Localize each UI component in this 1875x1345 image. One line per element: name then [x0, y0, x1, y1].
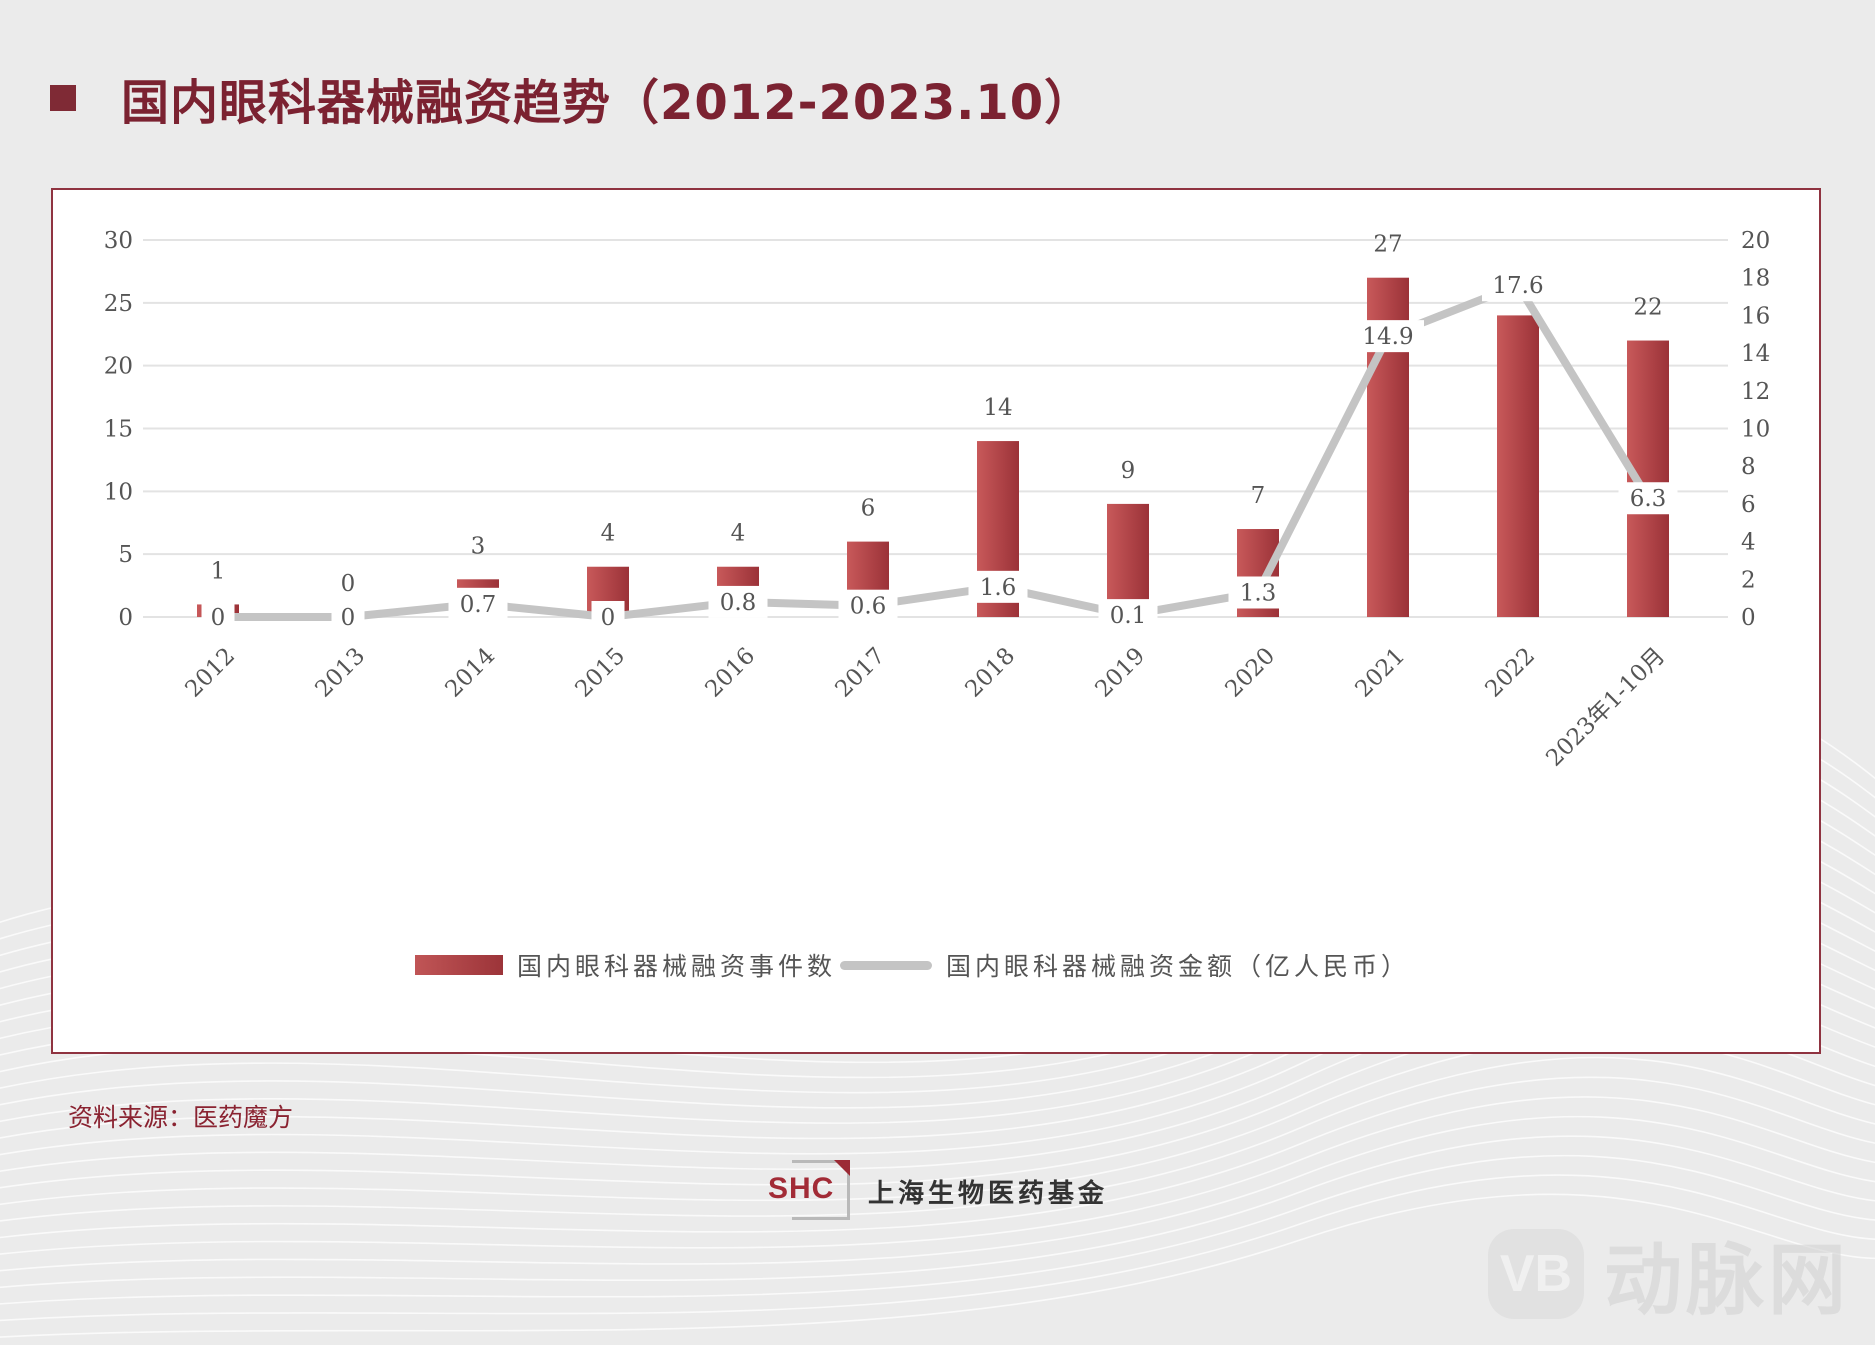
chart-legend: 国内眼科器械融资事件数 国内眼科器械融资金额（亿人民币） [415, 947, 1410, 983]
source-note: 资料来源：医药魔方 [68, 1103, 294, 1132]
chart-card: 0 5 10 15 20 25 30 0 2 4 6 8 10 12 14 16 18 20 1 0 3 4 4 6 14 9 7 2… [51, 188, 1821, 1054]
line-value-label: 6.3 [1630, 486, 1667, 512]
x-tick-label: 2020 [1220, 643, 1280, 703]
y-right-tick-label: 20 [1741, 228, 1770, 254]
bar-value-label: 4 [601, 521, 616, 547]
line-label-box [1098, 599, 1158, 632]
y-right-tick-label: 0 [1741, 605, 1756, 631]
y-left-tick-label: 15 [104, 417, 133, 443]
bar-value-label: 3 [471, 533, 486, 559]
line-label-box [201, 601, 235, 633]
x-tick-label: 2016 [700, 643, 760, 703]
bar-value-label: 4 [731, 521, 746, 547]
line-label-box [1618, 482, 1678, 515]
y-right-tick-label: 10 [1741, 417, 1770, 443]
line-label-box [968, 570, 1028, 603]
legend-line-label: 国内眼科器械融资金额（亿人民币） [946, 952, 1411, 981]
line-label-box [838, 589, 898, 622]
legend-line-swatch [840, 960, 933, 970]
x-tick-label: 2017 [830, 643, 890, 703]
legend-bar-swatch [415, 955, 503, 975]
x-tick-label: 2019 [1090, 643, 1150, 703]
shc-logo-icon: SHC [768, 1160, 856, 1222]
x-tick-label: 2023年1-10月 [1541, 643, 1670, 772]
line-label-box [448, 587, 508, 620]
bar-value-label: 7 [1251, 483, 1266, 509]
line-label-box [1482, 269, 1554, 302]
y-right-tick-label: 18 [1741, 266, 1770, 292]
line-label-box [1228, 576, 1288, 609]
y-right-tick-label: 16 [1741, 303, 1770, 329]
line-label-box [331, 601, 365, 633]
line-value-label: 0 [341, 605, 356, 631]
line-value-label: 17.6 [1492, 273, 1543, 299]
line-label-box [591, 601, 625, 633]
bar-value-label: 27 [1373, 232, 1402, 258]
y-left-tick-label: 0 [118, 605, 133, 631]
x-tick-label: 2015 [570, 643, 630, 703]
y-right-tick-label: 2 [1741, 567, 1756, 593]
title-row: 国内眼科器械融资趋势（2012-2023.10） [50, 68, 1093, 131]
line-value-label: 0.7 [460, 592, 497, 618]
y-left-tick-label: 20 [104, 354, 133, 380]
bar-value-label: 0 [341, 571, 356, 597]
line-value-label: 0.1 [1110, 603, 1147, 629]
bar-value-label: 1 [211, 558, 226, 584]
y-left-tick-label: 30 [104, 228, 133, 254]
watermark-badge-icon: VB [1488, 1229, 1584, 1319]
line-value-label: 0 [211, 605, 226, 631]
title-bullet-square [50, 85, 76, 111]
line-label-box [708, 585, 768, 618]
x-tick-label: 2014 [440, 643, 500, 703]
x-tick-label: 2021 [1350, 643, 1410, 703]
footer-logo: SHC 上海生物医药基金 [768, 1160, 1108, 1222]
line-value-label: 1.3 [1240, 580, 1277, 606]
x-tick-label: 2013 [310, 643, 370, 703]
y-right-tick-label: 14 [1741, 341, 1770, 367]
bar [1497, 315, 1539, 617]
page-title: 国内眼科器械融资趋势（2012-2023.10） [121, 75, 1094, 131]
y-right-tick-label: 12 [1741, 379, 1770, 405]
line-value-label: 0 [601, 605, 616, 631]
line-value-label: 0.6 [850, 594, 887, 620]
y-right-tick-label: 6 [1741, 492, 1756, 518]
y-right-tick-label: 4 [1741, 530, 1756, 556]
watermark: VB 动脉网 [1488, 1218, 1850, 1330]
line-value-label: 1.6 [980, 575, 1017, 601]
bar-value-label: 6 [861, 496, 876, 522]
bar-value-label: 22 [1633, 295, 1662, 321]
foundation-name: 上海生物医药基金 [868, 1178, 1109, 1209]
shc-logo-text: SHC [768, 1172, 835, 1205]
x-tick-label: 2012 [180, 643, 240, 703]
line-label-box [1352, 320, 1424, 353]
y-left-tick-label: 5 [118, 542, 133, 568]
bar-value-label: 14 [983, 395, 1012, 421]
line-value-label: 14.9 [1362, 324, 1413, 350]
y-left-tick-label: 25 [104, 291, 133, 317]
bar-value-label: 9 [1121, 458, 1136, 484]
legend-bar-label: 国内眼科器械融资事件数 [517, 952, 837, 981]
line-value-label: 0.8 [720, 590, 757, 616]
watermark-text: 动脉网 [1604, 1236, 1851, 1326]
x-tick-label: 2018 [960, 643, 1020, 703]
amount-line [214, 281, 1652, 621]
y-left-tick-label: 10 [104, 479, 133, 505]
x-tick-label: 2022 [1480, 643, 1540, 703]
bar [1107, 503, 1149, 617]
y-right-tick-label: 8 [1741, 454, 1756, 480]
